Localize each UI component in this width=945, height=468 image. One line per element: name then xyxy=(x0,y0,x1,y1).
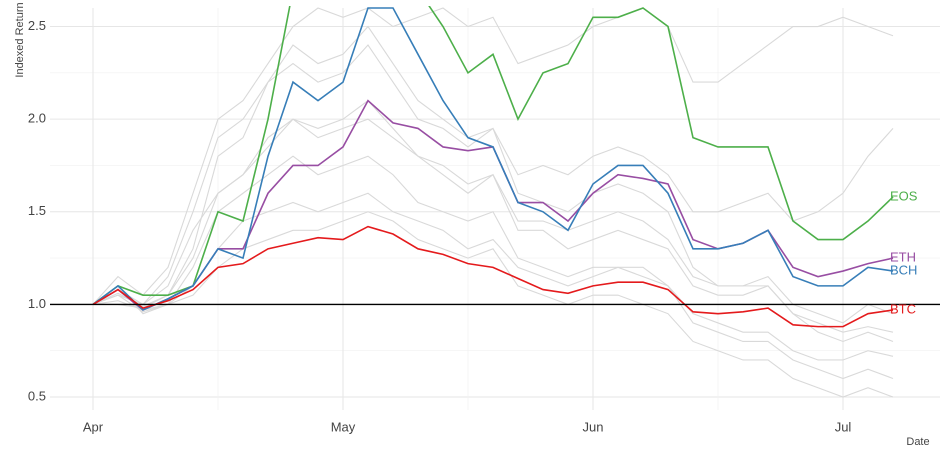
series-label: BTC xyxy=(890,301,916,316)
y-axis-title: Indexed Return xyxy=(14,2,26,77)
y-tick-label: 0.5 xyxy=(28,388,46,403)
background-line xyxy=(92,155,894,361)
background-line xyxy=(92,99,894,343)
background-line xyxy=(92,211,894,398)
series-label: EOS xyxy=(890,188,918,203)
x-tick-label: May xyxy=(331,419,356,434)
background-line xyxy=(92,44,894,306)
y-tick-label: 1.0 xyxy=(28,296,46,311)
y-tick-label: 1.5 xyxy=(28,203,46,218)
y-tick-label: 2.0 xyxy=(28,111,46,126)
background-line xyxy=(92,192,894,380)
series-line xyxy=(92,7,894,311)
series-label: BCH xyxy=(890,262,917,277)
y-tick-label: 2.5 xyxy=(28,18,46,33)
x-tick-label: Apr xyxy=(83,419,104,434)
series-line xyxy=(92,225,894,328)
series-line xyxy=(92,6,894,306)
plot-area xyxy=(92,6,894,398)
x-axis-title: Date xyxy=(906,436,929,448)
series-label: ETH xyxy=(890,250,916,265)
background-line xyxy=(92,7,894,305)
x-tick-label: Jul xyxy=(835,419,852,434)
x-tick-label: Jun xyxy=(583,419,604,434)
